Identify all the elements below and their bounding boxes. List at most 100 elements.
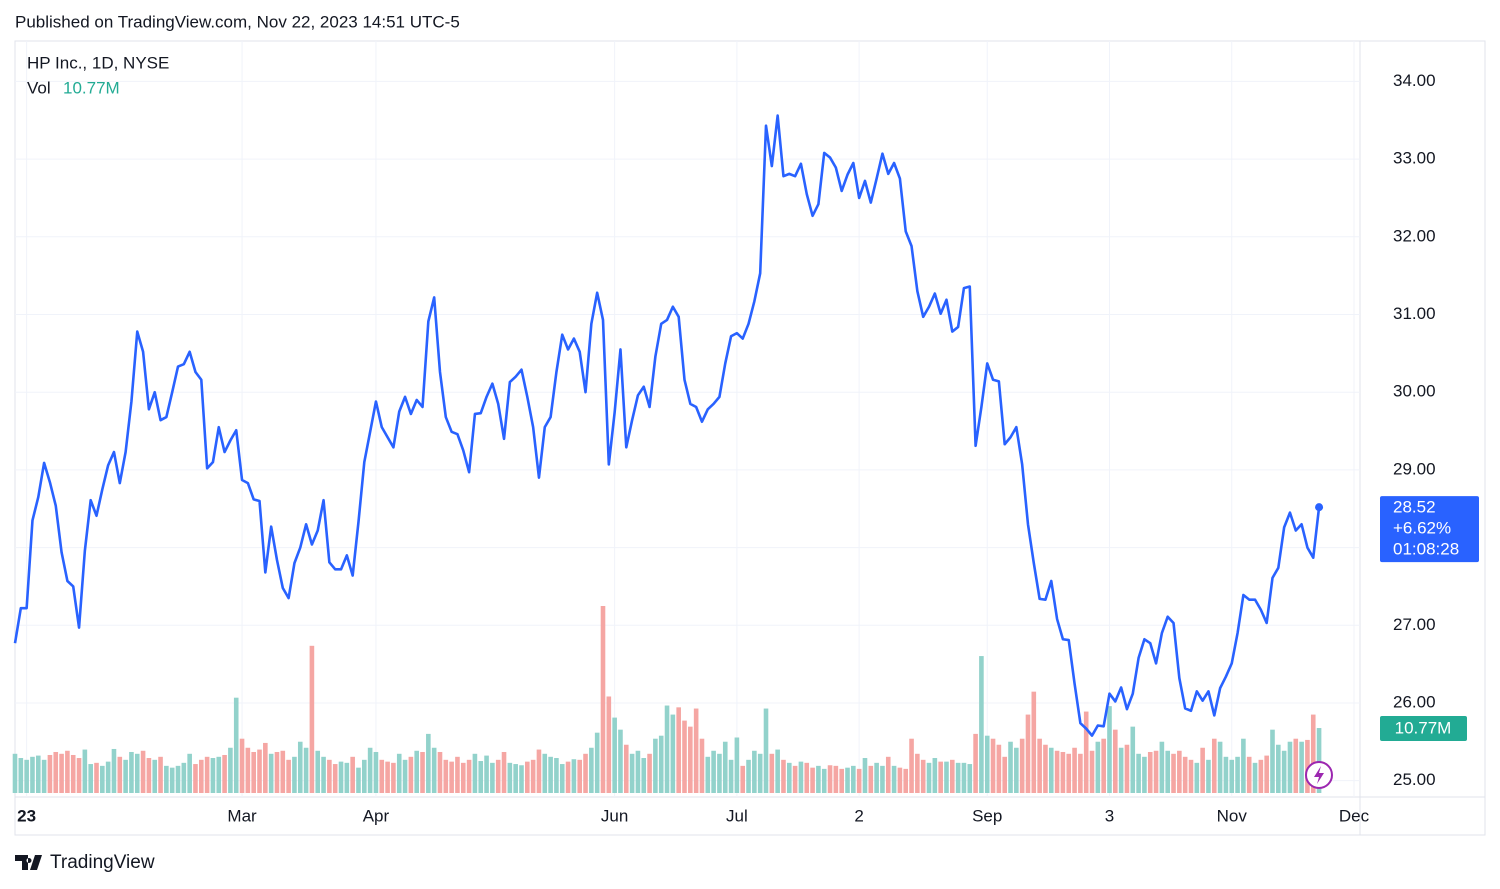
- volume-bar: [362, 759, 367, 793]
- volume-bar: [327, 759, 332, 793]
- volume-bar: [961, 762, 967, 793]
- volume-bar: [763, 708, 769, 793]
- volume-bar: [414, 750, 419, 793]
- volume-bar: [577, 759, 583, 793]
- volume-bar: [292, 756, 297, 793]
- volume-bar: [967, 764, 973, 793]
- price-tag-countdown: 01:08:28: [1393, 540, 1459, 559]
- volume-bar: [1153, 750, 1159, 793]
- volume-bar: [274, 751, 280, 793]
- volume-bar: [885, 756, 891, 793]
- volume-bar: [1194, 762, 1200, 793]
- volume-bar: [286, 759, 291, 793]
- volume-bar: [1281, 750, 1287, 793]
- volume-bar: [1037, 738, 1042, 793]
- x-tick-label: Jun: [601, 806, 628, 825]
- volume-bar: [548, 756, 553, 793]
- lightning-icon[interactable]: [1305, 761, 1333, 789]
- y-tick-label: 27.00: [1393, 615, 1436, 634]
- volume-bar: [641, 758, 647, 793]
- logo-text[interactable]: TradingView: [50, 852, 155, 873]
- volume-bar: [158, 756, 163, 793]
- volume-bar: [915, 753, 920, 793]
- volume-bar: [1019, 738, 1025, 793]
- volume-bar: [798, 761, 804, 793]
- volume-bar: [385, 761, 390, 793]
- volume-bar: [1089, 750, 1095, 793]
- lightning-bolt[interactable]: [1314, 766, 1324, 784]
- volume-bar: [688, 726, 693, 793]
- volume-bar: [100, 765, 105, 793]
- volume-bar: [734, 737, 740, 793]
- volume-bar: [88, 764, 93, 793]
- volume-bar: [926, 762, 932, 793]
- x-tick-label: Dec: [1339, 806, 1370, 825]
- volume-bar: [53, 751, 59, 793]
- volume-bar: [752, 750, 757, 793]
- volume-bar: [1025, 714, 1031, 793]
- volume-bar: [105, 761, 111, 793]
- volume-bar: [1316, 728, 1322, 793]
- volume-bar: [198, 759, 204, 793]
- volume-bar: [932, 758, 938, 793]
- volume-bar: [228, 747, 233, 793]
- volume-bar: [24, 759, 29, 793]
- volume-bar: [1276, 744, 1281, 793]
- volume-bar: [839, 768, 844, 793]
- x-tick-label: Jul: [726, 806, 748, 825]
- volume-bar: [146, 758, 152, 793]
- volume-bar: [1217, 741, 1223, 793]
- volume-bar: [862, 758, 868, 793]
- volume-bar: [193, 764, 198, 793]
- volume-bar: [629, 753, 635, 793]
- volume-bar: [909, 738, 914, 793]
- volume-bar: [210, 758, 216, 793]
- volume-bar: [740, 765, 746, 793]
- volume-bar: [606, 696, 612, 793]
- volume-bar: [233, 697, 239, 793]
- volume-bar: [1118, 747, 1124, 793]
- volume-bar: [356, 767, 361, 793]
- volume-bar: [851, 765, 856, 793]
- volume-bar: [1310, 714, 1316, 793]
- volume-bar: [35, 755, 41, 793]
- volume-bar: [426, 733, 431, 793]
- volume-bar: [111, 748, 117, 793]
- volume-bar: [1293, 738, 1299, 793]
- volume-bar: [984, 735, 990, 793]
- volume-bar: [140, 750, 146, 793]
- price-tag-box: [1380, 496, 1479, 563]
- volume-pane: [12, 606, 1322, 793]
- volume-bar: [431, 747, 437, 793]
- volume-bar: [833, 765, 839, 793]
- x-tick-label: 23: [17, 806, 36, 825]
- tradingview-logo[interactable]: TradingView: [15, 852, 155, 873]
- volume-bar: [1165, 750, 1171, 793]
- volume-bar: [1107, 706, 1112, 793]
- volume-bar: [1188, 759, 1194, 793]
- volume-bar: [525, 761, 530, 793]
- volume-bar: [938, 761, 943, 793]
- volume-bar: [332, 764, 338, 793]
- volume-bar: [466, 759, 472, 793]
- publish-header: Published on TradingView.com, Nov 22, 20…: [15, 12, 460, 31]
- chart-frame: [14, 40, 1486, 836]
- volume-bar: [152, 759, 158, 793]
- volume-bar: [600, 606, 606, 793]
- volume-bar: [321, 756, 326, 793]
- volume-bar: [612, 717, 617, 793]
- volume-bar: [315, 750, 321, 793]
- volume-bar: [1095, 741, 1101, 793]
- volume-bar: [792, 765, 798, 793]
- volume-bar: [1113, 729, 1118, 793]
- logo-mark[interactable]: [15, 855, 42, 870]
- volume-bar: [1287, 741, 1293, 793]
- volume-bar: [979, 656, 984, 793]
- x-tick-label: 2: [854, 806, 863, 825]
- volume-bar: [821, 768, 827, 793]
- volume-bar: [571, 759, 577, 793]
- price-tag: 28.52 +6.62% 01:08:28: [1380, 496, 1479, 563]
- volume-bar: [309, 645, 315, 793]
- volume-bar: [169, 767, 175, 793]
